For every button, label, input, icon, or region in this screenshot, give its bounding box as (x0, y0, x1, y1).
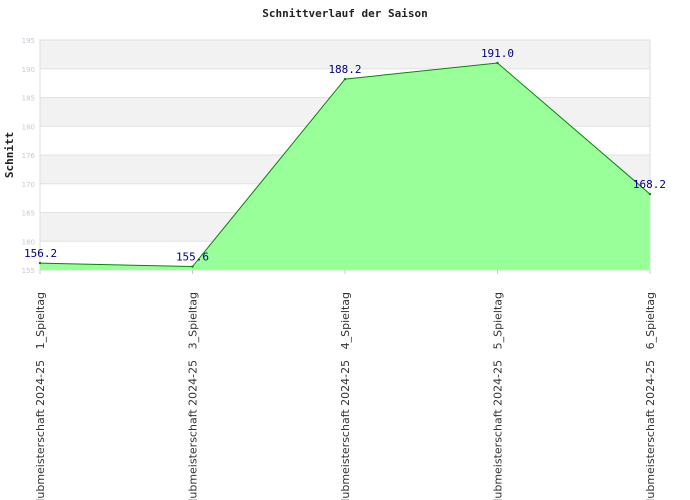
x-ticks: Clubmeisterschaft 2024-25 1_Spieltag Club… (34, 270, 657, 500)
data-point (648, 192, 652, 196)
x-tick-label: Clubmeisterschaft 2024-25 6_Spieltag (644, 292, 657, 500)
data-point (191, 265, 194, 268)
data-label: 155.6 (176, 251, 209, 264)
y-tick-label: 190 (22, 66, 35, 74)
data-label: 168.2 (633, 178, 666, 191)
data-labels: 156.2 155.6 188.2 191.0 168.2 (24, 47, 666, 264)
x-tick-label: Clubmeisterschaft 2024-25 1_Spieltag (34, 292, 47, 500)
y-tick-label: 195 (22, 37, 35, 45)
data-point (496, 61, 499, 65)
grid-band (40, 40, 650, 69)
y-tick-label: 155 (22, 267, 35, 275)
data-label: 156.2 (24, 247, 57, 260)
x-tick-label: Clubmeisterschaft 2024-25 4_Spieltag (339, 292, 352, 500)
data-label: 191.0 (481, 47, 514, 60)
series-area (38, 61, 652, 270)
y-tick-label: 165 (22, 210, 35, 218)
y-tick-label: 160 (22, 238, 35, 246)
y-tick-label: 180 (22, 123, 35, 131)
x-tick-label: Clubmeisterschaft 2024-25 5_Spieltag (492, 292, 505, 500)
y-axis-label: Schnitt (3, 132, 16, 178)
data-point (343, 77, 347, 81)
y-tick-label: 185 (22, 95, 35, 103)
data-label: 188.2 (328, 63, 361, 76)
data-point (38, 261, 42, 265)
y-ticks: 155 160 165 170 176 180 185 190 195 (22, 37, 36, 275)
area-fill (40, 63, 650, 270)
y-tick-label: 170 (22, 181, 35, 189)
chart-title: Schnittverlauf der Saison (262, 7, 428, 20)
x-tick-label: Clubmeisterschaft 2024-25 3_Spieltag (187, 292, 200, 500)
y-tick-label: 176 (22, 152, 36, 160)
